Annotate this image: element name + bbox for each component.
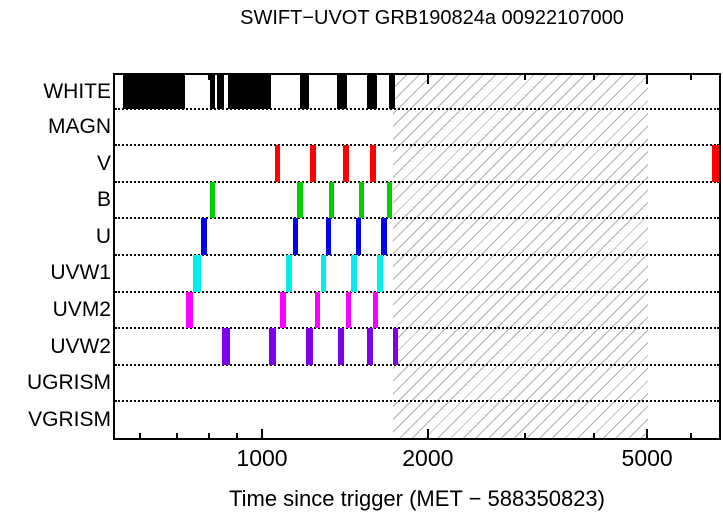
exposure-bar-b bbox=[328, 181, 335, 219]
exposure-bar-v bbox=[275, 145, 281, 182]
exposure-bar-white bbox=[367, 75, 377, 109]
y-axis-label-white: WHITE bbox=[43, 79, 111, 103]
exposure-bar-uvw2 bbox=[269, 328, 276, 365]
x-axis-tick bbox=[523, 433, 526, 438]
exposure-bar-uvw1 bbox=[285, 255, 292, 292]
hatched-region bbox=[393, 75, 649, 438]
exposure-bar-b bbox=[210, 181, 216, 219]
exposure-bar-u bbox=[355, 218, 362, 255]
x-axis-tick bbox=[646, 429, 649, 438]
exposure-bar-uvm2 bbox=[186, 291, 194, 329]
x-axis-tick bbox=[175, 433, 178, 438]
x-axis-tick bbox=[261, 75, 263, 84]
x-axis-tick bbox=[235, 75, 238, 80]
exposure-bar-white bbox=[336, 75, 348, 109]
row-separator-line bbox=[115, 327, 719, 330]
exposure-bar-u bbox=[292, 218, 299, 255]
row-separator-line bbox=[115, 144, 719, 147]
y-axis-label-ugrism: UGRISM bbox=[27, 371, 111, 395]
y-axis-label-b: B bbox=[96, 188, 111, 212]
x-tick-label: 2000 bbox=[402, 445, 454, 471]
plot-border bbox=[113, 73, 721, 440]
y-axis-label-uvm2: UVM2 bbox=[52, 297, 111, 321]
exposure-bar-v bbox=[370, 145, 376, 182]
exposure-bar-uvw2 bbox=[392, 328, 398, 365]
x-axis-tick bbox=[235, 433, 238, 438]
x-tick-label: 1000 bbox=[236, 445, 288, 471]
exposure-bar-v bbox=[343, 145, 350, 182]
exposure-bar-u bbox=[381, 218, 387, 255]
y-axis-label-v: V bbox=[96, 151, 111, 175]
exposure-bar-uvm2 bbox=[315, 291, 321, 329]
row-separator-line bbox=[115, 363, 719, 366]
x-axis-tick bbox=[592, 75, 595, 80]
x-axis-tick bbox=[426, 429, 429, 438]
x-axis-label: Time since trigger (MET − 588350823) bbox=[228, 486, 605, 511]
x-axis-tick bbox=[207, 433, 210, 438]
exposure-bar-uvm2 bbox=[372, 291, 378, 329]
y-axis-label-uvw1: UVW1 bbox=[50, 261, 111, 285]
exposure-bar-uvm2 bbox=[279, 291, 286, 329]
y-axis-label-magn: MAGN bbox=[48, 114, 111, 138]
exposure-bar-white bbox=[217, 75, 225, 109]
x-axis-tick bbox=[138, 433, 141, 438]
exposure-bar-b bbox=[386, 181, 392, 219]
exposure-bar-b bbox=[359, 181, 365, 219]
exposure-bar-uvw2 bbox=[306, 328, 313, 365]
exposure-bar-white bbox=[388, 75, 395, 109]
row-separator-line bbox=[115, 107, 719, 110]
exposure-bar-white bbox=[228, 75, 272, 109]
x-axis-tick bbox=[646, 75, 649, 84]
x-axis-tick bbox=[207, 75, 210, 80]
x-axis-tick bbox=[592, 433, 595, 438]
x-axis-tick bbox=[261, 429, 263, 438]
exposure-bar-uvm2 bbox=[346, 291, 352, 329]
exposure-bar-uvw2 bbox=[221, 328, 231, 365]
exposure-bar-white bbox=[209, 75, 216, 109]
y-axis-label-vgrism: VGRISM bbox=[28, 407, 111, 431]
row-separator-line bbox=[115, 290, 719, 293]
plot-area bbox=[115, 75, 719, 438]
row-separator-line bbox=[115, 180, 719, 183]
row-separator-line bbox=[115, 400, 719, 403]
row-separator-line bbox=[115, 254, 719, 256]
exposure-bar-uvw2 bbox=[337, 328, 345, 365]
row-separator-line bbox=[115, 217, 719, 220]
exposure-bar-u bbox=[200, 218, 208, 255]
x-axis-tick bbox=[689, 75, 692, 80]
exposure-bar-v bbox=[711, 145, 719, 182]
x-axis-tick bbox=[523, 75, 526, 80]
exposure-bar-uvw1 bbox=[193, 255, 201, 292]
exposure-bar-uvw2 bbox=[367, 328, 373, 365]
exposure-bar-uvw1 bbox=[377, 255, 383, 292]
exposure-bar-uvw1 bbox=[351, 255, 357, 292]
x-axis-tick bbox=[175, 75, 178, 80]
exposure-bar-v bbox=[309, 145, 316, 182]
exposure-bar-white bbox=[299, 75, 309, 109]
x-axis-tick bbox=[426, 75, 429, 84]
exposure-bar-white bbox=[122, 75, 185, 109]
x-tick-label: 5000 bbox=[621, 445, 673, 471]
y-axis-label-u: U bbox=[95, 224, 111, 248]
exposure-bar-uvw1 bbox=[320, 255, 327, 292]
chart-title: SWIFT−UVOT GRB190824a 00922107000 bbox=[240, 7, 624, 29]
exposure-bar-b bbox=[296, 181, 303, 219]
y-axis-label-uvw2: UVW2 bbox=[50, 334, 111, 358]
x-axis-tick bbox=[138, 75, 141, 80]
x-axis-tick bbox=[689, 433, 692, 438]
exposure-bar-u bbox=[325, 218, 331, 255]
